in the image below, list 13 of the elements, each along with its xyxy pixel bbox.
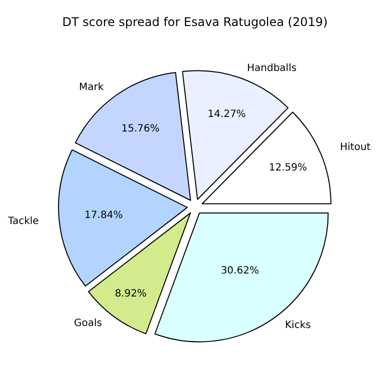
slice-label: Mark xyxy=(79,82,104,93)
slice-label: Handballs xyxy=(247,63,297,74)
slice-label: Hitout xyxy=(340,142,371,153)
slice-label: Kicks xyxy=(285,320,311,331)
data-label: 12.59% xyxy=(268,162,307,174)
chart-title: DT score spread for Esava Ratugolea (2019) xyxy=(62,14,328,29)
data-label: 17.84% xyxy=(84,210,123,222)
data-label: 15.76% xyxy=(121,123,160,134)
data-label: 14.27% xyxy=(208,108,246,120)
slice-label: Goals xyxy=(74,318,102,329)
data-label: 8.92% xyxy=(114,288,147,300)
slice-label: Tackle xyxy=(7,216,39,227)
data-label: 30.62% xyxy=(220,266,259,277)
